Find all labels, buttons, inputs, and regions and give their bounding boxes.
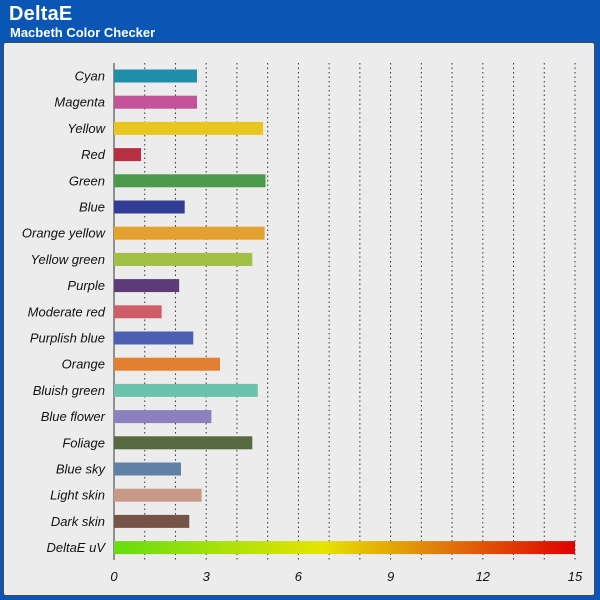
- category-label: Green: [69, 173, 105, 188]
- bar-bluish-green: [114, 383, 258, 397]
- bar-foliage: [114, 436, 253, 450]
- bar-yellow: [114, 121, 264, 135]
- chart-panel: [3, 42, 595, 596]
- category-label: Blue sky: [56, 462, 107, 477]
- bar-cyan: [114, 69, 197, 83]
- bar-orange: [114, 357, 221, 371]
- category-label: Purple: [67, 278, 105, 293]
- category-label: Blue: [79, 200, 105, 215]
- grid-lines: [113, 63, 576, 560]
- bar-purple: [114, 279, 180, 293]
- category-label: Light skin: [50, 488, 105, 503]
- chart-title: DeltaE: [9, 3, 73, 25]
- category-label: Orange: [62, 357, 105, 372]
- bar-blue: [114, 200, 185, 214]
- bar-blue-flower: [114, 410, 212, 424]
- x-tick-label: 15: [568, 569, 583, 584]
- x-tick-label: 6: [295, 569, 303, 584]
- bar-purplish-blue: [114, 331, 194, 345]
- category-label: Cyan: [75, 69, 105, 84]
- category-label: Yellow green: [31, 252, 105, 267]
- category-labels: Cyan Magenta Yellow Red Green Blue Orange yell…: [22, 69, 107, 556]
- x-tick-label: 3: [203, 569, 211, 584]
- bar-dark-skin: [114, 514, 190, 528]
- bar-green: [114, 174, 266, 188]
- category-label: Foliage: [62, 435, 105, 450]
- bar-red: [114, 148, 142, 162]
- bars-group: [114, 69, 575, 555]
- category-label: DeltaE uV: [46, 540, 106, 555]
- x-tick-label: 12: [476, 569, 491, 584]
- bar-magenta: [114, 95, 197, 109]
- chart-header: DeltaE Macbeth Color Checker: [0, 0, 600, 42]
- bar-orange-yellow: [114, 226, 265, 240]
- bar-blue-sky: [114, 462, 181, 476]
- category-label: Bluish green: [33, 383, 105, 398]
- x-axis-ticks: 0 3 6 9 12 15: [110, 569, 583, 584]
- category-label: Orange yellow: [22, 226, 107, 241]
- bar-deltae-uv: [114, 541, 575, 555]
- category-label: Purplish blue: [30, 331, 105, 346]
- bar-yellow-green: [114, 252, 253, 266]
- category-label: Dark skin: [51, 514, 105, 529]
- x-tick-label: 0: [110, 569, 118, 584]
- category-label: Yellow: [67, 121, 106, 136]
- category-label: Red: [81, 147, 106, 162]
- bar-light-skin: [114, 488, 202, 502]
- category-label: Magenta: [54, 95, 105, 110]
- category-label: Moderate red: [28, 304, 106, 319]
- category-label: Blue flower: [41, 409, 106, 424]
- chart-subtitle: Macbeth Color Checker: [10, 25, 156, 40]
- x-tick-label: 9: [387, 569, 394, 584]
- bar-moderate-red: [114, 305, 162, 319]
